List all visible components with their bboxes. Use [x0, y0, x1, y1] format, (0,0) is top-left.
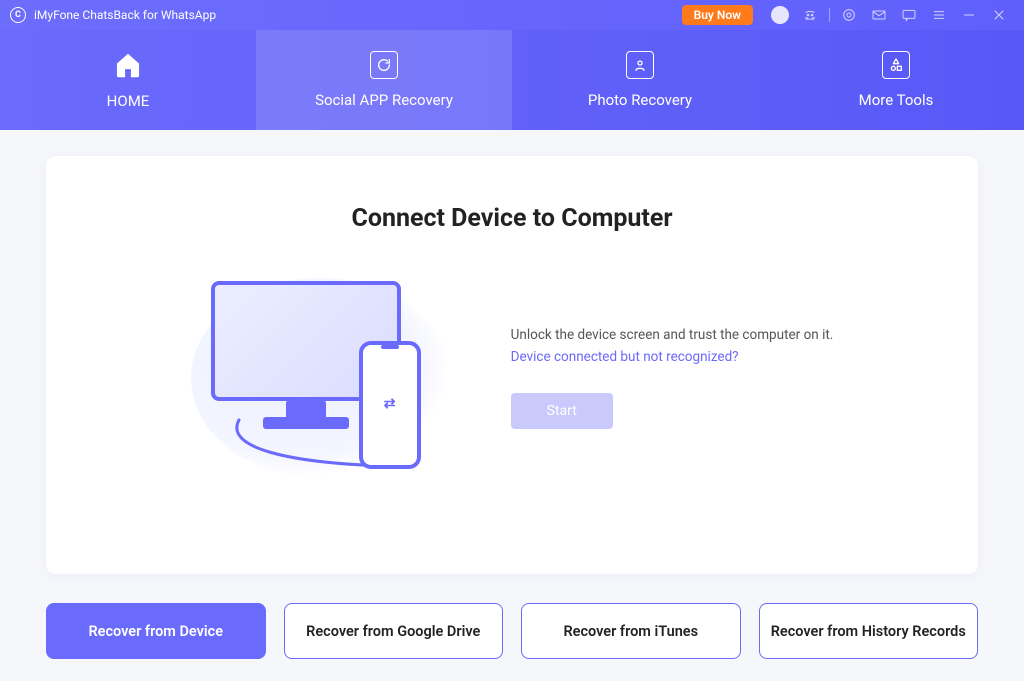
recovery-icon — [370, 51, 398, 79]
device-illustration: ⇄ — [191, 263, 471, 493]
tools-icon — [882, 51, 910, 79]
recovery-source-tabs: Recover from Device Recover from Google … — [46, 603, 978, 659]
nav-home-label: HOME — [107, 92, 150, 110]
nav-home[interactable]: HOME — [0, 30, 256, 130]
help-link[interactable]: Device connected but not recognized? — [511, 349, 834, 365]
instruction-text: Unlock the device screen and trust the c… — [511, 327, 834, 343]
tab-recover-history[interactable]: Recover from History Records — [759, 603, 979, 659]
nav-social-recovery-label: Social APP Recovery — [315, 91, 453, 109]
start-button[interactable]: Start — [511, 393, 613, 429]
mail-icon[interactable] — [870, 6, 888, 24]
home-icon — [113, 50, 143, 80]
avatar-icon[interactable] — [771, 6, 789, 24]
instructions: Unlock the device screen and trust the c… — [511, 327, 834, 429]
nav-photo-recovery[interactable]: Photo Recovery — [512, 30, 768, 130]
titlebar-divider — [829, 8, 830, 22]
titlebar: C iMyFone ChatsBack for WhatsApp Buy Now — [0, 0, 1024, 30]
buy-now-button[interactable]: Buy Now — [682, 5, 753, 25]
nav-more-tools-label: More Tools — [859, 91, 934, 109]
tab-recover-google-drive[interactable]: Recover from Google Drive — [284, 603, 504, 659]
photo-icon — [626, 51, 654, 79]
nav-photo-recovery-label: Photo Recovery — [588, 91, 692, 109]
minimize-icon[interactable] — [960, 6, 978, 24]
close-icon[interactable] — [990, 6, 1008, 24]
page-heading: Connect Device to Computer — [46, 204, 978, 233]
discord-icon[interactable] — [801, 6, 819, 24]
nav-social-recovery[interactable]: Social APP Recovery — [256, 30, 512, 130]
main-nav: HOME Social APP Recovery Photo Recovery … — [0, 30, 1024, 130]
nav-more-tools[interactable]: More Tools — [768, 30, 1024, 130]
app-title: iMyFone ChatsBack for WhatsApp — [34, 8, 216, 22]
settings-icon[interactable] — [840, 6, 858, 24]
content-card: Connect Device to Computer ⇄ Unlock the … — [46, 156, 978, 574]
app-logo-icon: C — [10, 7, 26, 23]
tab-recover-itunes[interactable]: Recover from iTunes — [521, 603, 741, 659]
tab-recover-device[interactable]: Recover from Device — [46, 603, 266, 659]
menu-icon[interactable] — [930, 6, 948, 24]
feedback-icon[interactable] — [900, 6, 918, 24]
